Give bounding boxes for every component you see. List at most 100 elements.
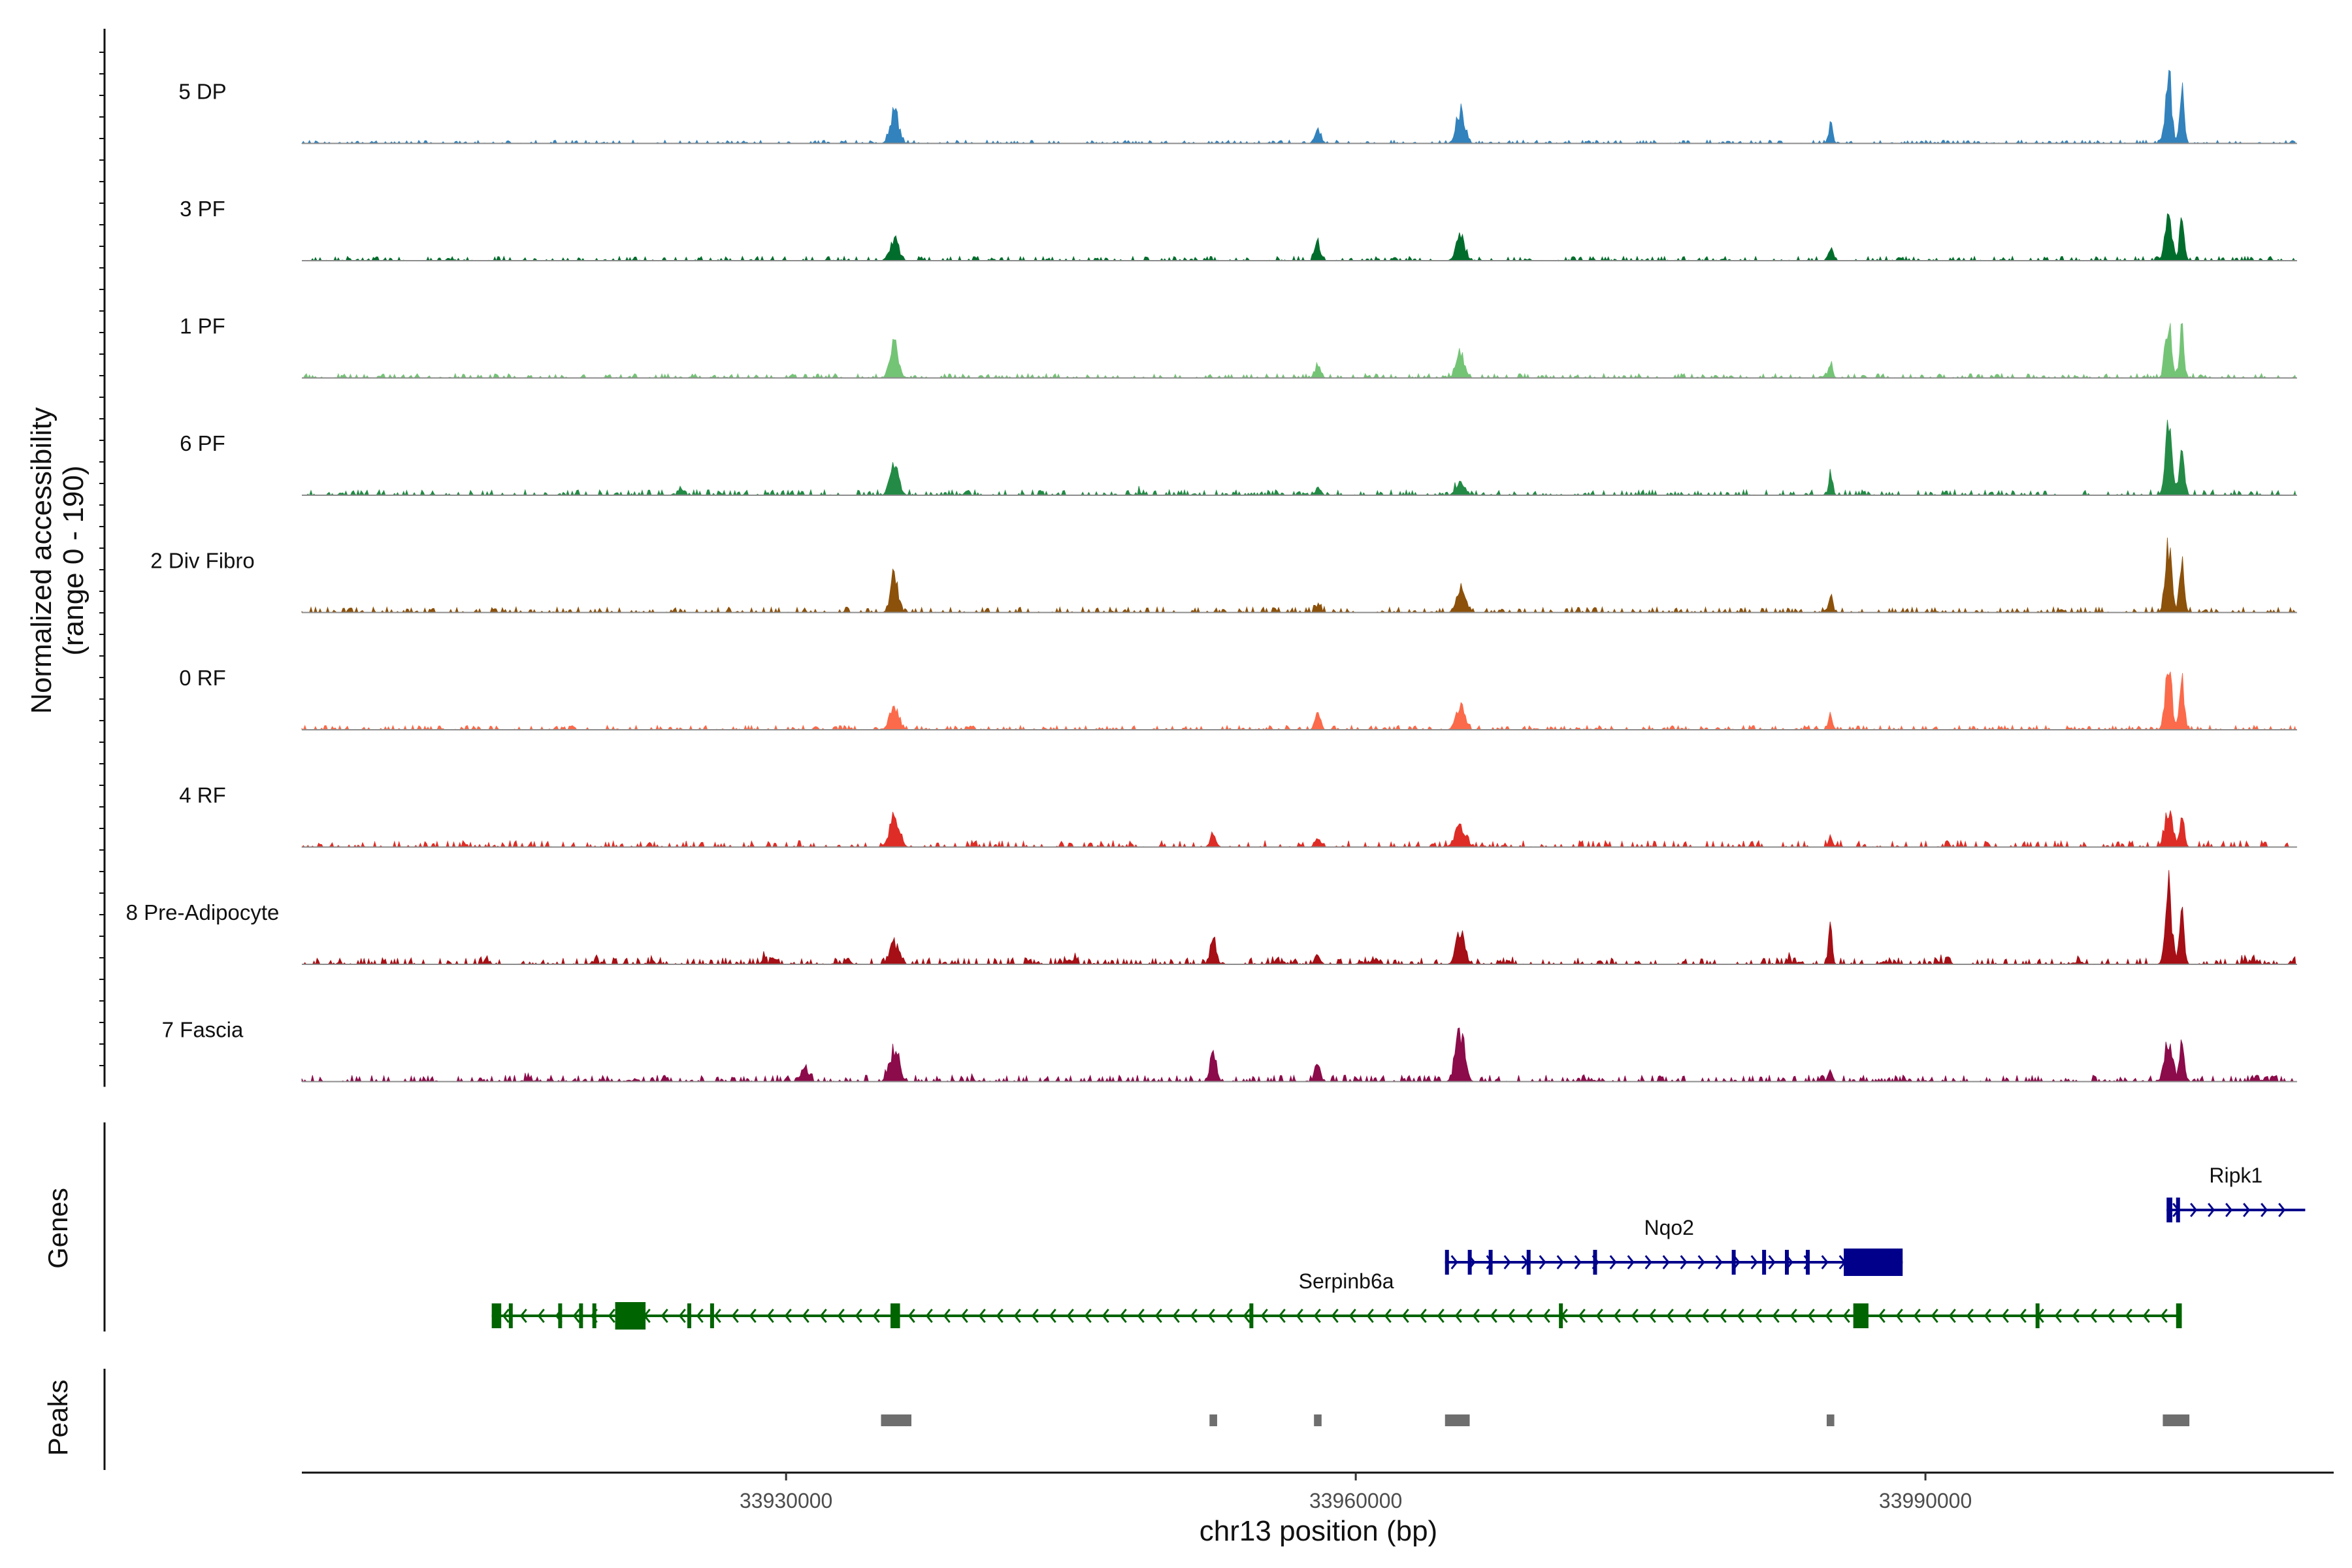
coverage-track: 3 PF xyxy=(180,197,2297,262)
track-label: 0 RF xyxy=(179,666,226,690)
gene-exon xyxy=(2176,1198,2180,1222)
strand-chevron xyxy=(837,1309,845,1323)
strand-chevron xyxy=(1154,1309,1162,1323)
strand-chevron xyxy=(1437,1309,1445,1323)
gene-exon xyxy=(687,1303,692,1328)
strand-chevron xyxy=(1697,1255,1705,1269)
strand-chevron xyxy=(1419,1309,1427,1323)
strand-chevron xyxy=(2107,1309,2115,1323)
strand-chevron xyxy=(2001,1309,2009,1323)
strand-chevron xyxy=(696,1309,704,1323)
track-label: 6 PF xyxy=(180,431,225,455)
strand-chevron xyxy=(2019,1309,2027,1323)
strand-chevron xyxy=(1543,1309,1550,1323)
strand-chevron xyxy=(1539,1255,1546,1269)
gene-exon xyxy=(1731,1250,1736,1275)
strand-chevron xyxy=(1574,1255,1582,1269)
strand-chevron xyxy=(1556,1255,1564,1269)
track-label: 7 Fascia xyxy=(162,1018,244,1042)
strand-chevron xyxy=(766,1309,774,1323)
strand-chevron xyxy=(1190,1309,1198,1323)
strand-chevron xyxy=(1454,1309,1462,1323)
peaks-panel xyxy=(103,1369,2190,1470)
strand-chevron xyxy=(2243,1203,2251,1217)
strand-chevron xyxy=(2054,1309,2062,1323)
peak-region xyxy=(1314,1414,1322,1426)
strand-chevron xyxy=(1631,1309,1639,1323)
strand-chevron xyxy=(872,1309,880,1323)
gene-exon xyxy=(558,1303,563,1328)
strand-chevron xyxy=(1278,1309,1286,1323)
coverage-ylabel-line1: Normalized accessibility xyxy=(25,407,57,713)
track-label: 8 Pre-Adipocyte xyxy=(126,900,280,924)
x-tick-label: 33930000 xyxy=(740,1489,832,1512)
strand-chevron xyxy=(1715,1255,1723,1269)
gene-exon xyxy=(710,1303,714,1328)
strand-chevron xyxy=(1701,1309,1709,1323)
strand-chevron xyxy=(1490,1309,1497,1323)
gene-label: Ripk1 xyxy=(2209,1164,2262,1187)
strand-chevron xyxy=(1225,1309,1233,1323)
strand-chevron xyxy=(1825,1309,1833,1323)
strand-chevron xyxy=(1772,1309,1780,1323)
strand-chevron xyxy=(608,1309,615,1323)
strand-chevron xyxy=(1366,1309,1374,1323)
peak-region xyxy=(881,1414,911,1426)
x-axis: 33930000 33960000 33990000 xyxy=(302,1471,2334,1512)
strand-chevron xyxy=(1595,1309,1603,1323)
gene-exon xyxy=(1559,1303,1563,1328)
strand-chevron xyxy=(1137,1309,1145,1323)
strand-chevron xyxy=(1878,1309,1886,1323)
gene-exon xyxy=(592,1303,596,1328)
strand-chevron xyxy=(502,1309,510,1323)
strand-chevron xyxy=(819,1309,827,1323)
gene-exon xyxy=(1762,1250,1767,1275)
strand-chevron xyxy=(1684,1309,1691,1323)
x-tick-label: 33960000 xyxy=(1309,1489,1402,1512)
strand-chevron xyxy=(1119,1309,1127,1323)
strand-chevron xyxy=(1719,1309,1727,1323)
gene-exon xyxy=(1844,1249,1903,1276)
peak-region xyxy=(1209,1414,1217,1426)
strand-chevron xyxy=(1525,1309,1533,1323)
gene-model: Nqo2 xyxy=(1445,1216,1903,1276)
strand-chevron xyxy=(943,1309,951,1323)
strand-chevron xyxy=(1807,1309,1815,1323)
gene-exon xyxy=(2176,1303,2182,1328)
strand-chevron xyxy=(1644,1255,1652,1269)
strand-chevron xyxy=(2089,1309,2097,1323)
strand-chevron xyxy=(1472,1309,1480,1323)
coverage-track: 7 Fascia xyxy=(162,1018,2297,1083)
strand-chevron xyxy=(1049,1309,1056,1323)
strand-chevron xyxy=(731,1309,739,1323)
gene-exon xyxy=(1467,1250,1472,1275)
strand-chevron xyxy=(1789,1309,1797,1323)
strand-chevron xyxy=(1666,1309,1674,1323)
strand-chevron xyxy=(1913,1309,1921,1323)
strand-chevron xyxy=(1895,1309,1903,1323)
strand-chevron xyxy=(537,1309,545,1323)
gene-model: Serpinb6a xyxy=(491,1269,2182,1330)
gene-exon xyxy=(508,1303,513,1328)
strand-chevron xyxy=(1931,1309,1938,1323)
coverage-track: 8 Pre-Adipocyte xyxy=(126,870,2297,966)
strand-chevron xyxy=(1680,1255,1688,1269)
strand-chevron xyxy=(713,1309,721,1323)
strand-chevron xyxy=(855,1309,862,1323)
strand-chevron xyxy=(1578,1309,1586,1323)
strand-chevron xyxy=(1648,1309,1656,1323)
strand-chevron xyxy=(925,1309,933,1323)
strand-chevron xyxy=(1313,1309,1321,1323)
strand-chevron xyxy=(1401,1309,1409,1323)
strand-chevron xyxy=(661,1309,668,1323)
strand-chevron xyxy=(1243,1309,1250,1323)
gene-model: Ripk1 xyxy=(2166,1164,2306,1222)
strand-chevron xyxy=(996,1309,1004,1323)
strand-chevron xyxy=(572,1309,580,1323)
genes-panel-title: Genes xyxy=(42,1188,73,1269)
coverage-track: 4 RF xyxy=(179,783,2297,849)
strand-chevron xyxy=(1172,1309,1180,1323)
strand-chevron xyxy=(1331,1309,1339,1323)
strand-chevron xyxy=(519,1309,527,1323)
